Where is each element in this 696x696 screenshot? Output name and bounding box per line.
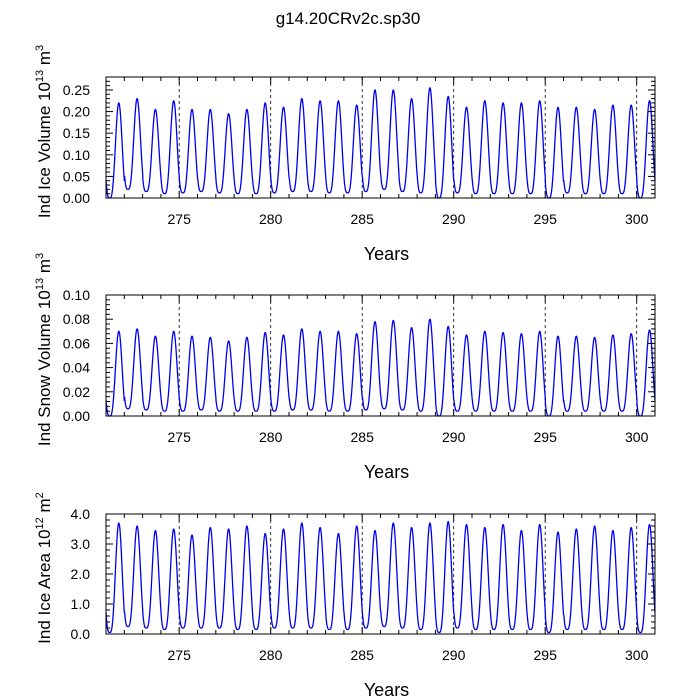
ice-area-ytick-label: 3.0 bbox=[71, 536, 91, 552]
ice-volume-xtick-label: 280 bbox=[259, 211, 283, 227]
ice-volume-ylabel-main: Ind Ice Volume 10 bbox=[35, 82, 54, 218]
ice-area-xtick-label: 290 bbox=[442, 647, 466, 663]
ice-volume-xtick-label: 300 bbox=[625, 211, 649, 227]
ice-volume-xtick-label: 290 bbox=[442, 211, 466, 227]
figure-title: g14.20CRv2c.sp30 bbox=[276, 9, 421, 28]
ice-volume-xtick-label: 285 bbox=[351, 211, 375, 227]
ice-volume-y-axis-title: Ind Ice Volume 1013 m3 bbox=[34, 45, 54, 218]
ice-volume-xtick-label: 275 bbox=[168, 211, 192, 227]
snow-volume-ylabel-unit: m bbox=[35, 259, 54, 278]
ice-volume-xtick-label: 295 bbox=[534, 211, 558, 227]
snow-volume-xtick-label: 275 bbox=[168, 429, 192, 445]
snow-volume-y-axis-title: Ind Snow Volume 1013 m3 bbox=[34, 253, 54, 446]
ice-volume-ytick-label: 0.20 bbox=[63, 104, 90, 120]
ice-area-xtick-label: 300 bbox=[625, 647, 649, 663]
ice-area-ylabel-unit-exp: 2 bbox=[34, 492, 46, 498]
ice-volume-ylabel-exp: 13 bbox=[34, 70, 46, 82]
snow-volume-ytick-label: 0.08 bbox=[63, 311, 90, 327]
snow-volume-xtick-label: 300 bbox=[625, 429, 649, 445]
snow-volume-ytick-label: 0.02 bbox=[63, 384, 90, 400]
snow-volume-ylabel-unit-exp: 3 bbox=[34, 253, 46, 259]
ice-volume-ylabel-unit: m bbox=[35, 51, 54, 70]
snow-volume-xtick-label: 295 bbox=[534, 429, 558, 445]
ice-area-ylabel-exp: 12 bbox=[34, 517, 46, 529]
ice-area-xtick-label: 280 bbox=[259, 647, 283, 663]
ice-volume-ytick-label: 0.10 bbox=[63, 147, 90, 163]
snow-volume-ylabel-exp: 13 bbox=[34, 278, 46, 290]
ice-area-x-axis-title: Years bbox=[364, 680, 409, 696]
ice-area-ytick-label: 2.0 bbox=[71, 566, 91, 582]
snow-volume-xtick-label: 285 bbox=[351, 429, 375, 445]
snow-volume-ytick-label: 0.10 bbox=[63, 287, 90, 303]
ice-area-xtick-label: 285 bbox=[351, 647, 375, 663]
ice-area-ylabel-unit: m bbox=[35, 498, 54, 517]
snow-volume-ytick-label: 0.04 bbox=[63, 360, 90, 376]
ice-volume-ytick-label: 0.15 bbox=[63, 125, 90, 141]
ice-volume-ylabel-unit-exp: 3 bbox=[34, 45, 46, 51]
snow-volume-xtick-label: 280 bbox=[259, 429, 283, 445]
snow-volume-x-axis-title: Years bbox=[364, 462, 409, 482]
ice-volume-plot-frame bbox=[105, 76, 656, 199]
ice-area-xtick-label: 295 bbox=[534, 647, 558, 663]
snow-volume-ylabel-main: Ind Snow Volume 10 bbox=[35, 290, 54, 446]
ice-area-ytick-label: 0.0 bbox=[71, 626, 91, 642]
ice-area-xtick-label: 275 bbox=[168, 647, 192, 663]
ice-area-series-line bbox=[105, 520, 656, 634]
snow-volume-ytick-label: 0.06 bbox=[63, 335, 90, 351]
ice-area-ytick-label: 4.0 bbox=[71, 506, 91, 522]
ice-volume-ytick-label: 0.25 bbox=[63, 82, 90, 98]
snow-volume-series-line bbox=[105, 318, 656, 417]
ice-volume-x-axis-title: Years bbox=[364, 244, 409, 264]
snow-volume-ytick-label: 0.00 bbox=[63, 408, 90, 424]
ice-area-ytick-label: 1.0 bbox=[71, 596, 91, 612]
ice-area-ylabel-main: Ind Ice Area 10 bbox=[35, 529, 54, 643]
ice-volume-series-line bbox=[105, 87, 656, 199]
ice-volume-ytick-label: 0.00 bbox=[63, 190, 90, 206]
ice-volume-ytick-label: 0.05 bbox=[63, 168, 90, 184]
ice-area-y-axis-title: Ind Ice Area 1012 m2 bbox=[34, 492, 54, 644]
snow-volume-xtick-label: 290 bbox=[442, 429, 466, 445]
